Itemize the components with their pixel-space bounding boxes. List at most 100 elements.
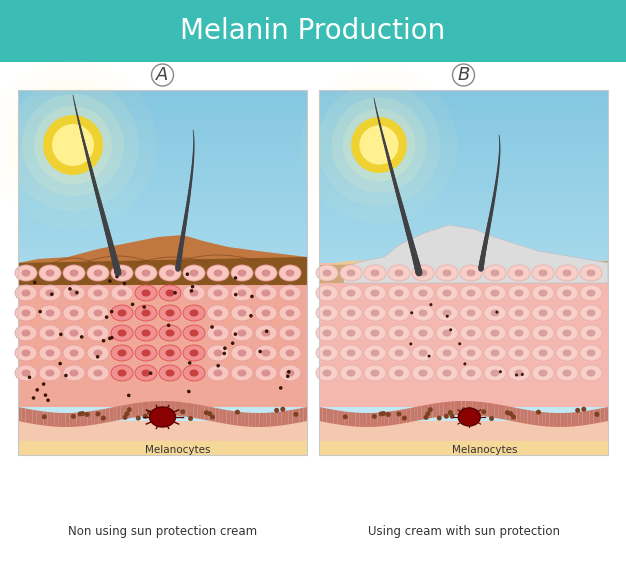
Ellipse shape [285,270,294,276]
Bar [319,230,608,236]
Bar [319,437,608,443]
Circle shape [42,382,46,386]
Polygon shape [212,407,215,422]
Bar [319,413,608,419]
Polygon shape [241,412,245,426]
Circle shape [351,117,407,173]
Circle shape [64,374,68,377]
Bar [18,279,307,285]
Ellipse shape [262,270,270,276]
Polygon shape [356,413,359,427]
Ellipse shape [466,329,476,337]
Polygon shape [538,412,542,426]
Bar [18,90,307,97]
Circle shape [233,276,237,280]
Ellipse shape [340,365,362,381]
Circle shape [536,410,541,414]
Ellipse shape [255,325,277,341]
Text: Non using sun protection cream: Non using sun protection cream [68,525,257,538]
Ellipse shape [15,285,37,301]
Polygon shape [66,413,69,427]
Polygon shape [175,401,179,416]
Ellipse shape [93,369,103,377]
Bar [319,120,608,127]
Bar [18,400,307,407]
Bar [18,205,307,212]
Circle shape [489,416,494,421]
Circle shape [180,409,185,414]
Polygon shape [352,412,356,427]
Ellipse shape [21,369,31,377]
Polygon shape [582,411,586,426]
Ellipse shape [135,285,157,301]
Circle shape [446,315,449,318]
Ellipse shape [111,365,133,381]
Polygon shape [300,408,304,422]
Bar [18,218,307,224]
Ellipse shape [460,345,482,361]
Ellipse shape [532,325,554,341]
Bar [18,297,307,303]
Polygon shape [270,412,274,427]
Ellipse shape [412,345,434,361]
Bar [319,108,608,115]
Polygon shape [58,413,62,427]
Bar [18,163,307,169]
Ellipse shape [443,310,451,316]
Ellipse shape [118,329,126,337]
Bar [319,303,608,310]
Polygon shape [319,255,608,283]
Ellipse shape [135,265,157,281]
Circle shape [249,314,253,318]
Circle shape [36,388,39,392]
Ellipse shape [255,345,277,361]
Ellipse shape [93,350,103,356]
Ellipse shape [118,289,126,297]
Bar [319,376,608,382]
Bar [18,441,307,455]
Polygon shape [84,412,88,426]
Ellipse shape [190,310,198,316]
Ellipse shape [580,285,602,301]
Bar [18,406,307,413]
Polygon shape [33,410,36,425]
Ellipse shape [340,325,362,341]
Ellipse shape [262,310,270,316]
Bar [319,205,608,212]
Ellipse shape [231,285,253,301]
Polygon shape [187,403,190,417]
Polygon shape [36,410,40,425]
Polygon shape [237,412,241,426]
Ellipse shape [538,329,548,337]
Bar [319,272,608,279]
Ellipse shape [255,285,277,301]
Ellipse shape [508,325,530,341]
Polygon shape [344,225,608,283]
Polygon shape [359,413,363,427]
Circle shape [28,376,31,379]
Polygon shape [62,413,66,427]
Circle shape [521,373,524,376]
Ellipse shape [460,285,482,301]
Circle shape [343,414,348,419]
Bar [18,339,307,346]
Ellipse shape [262,329,270,337]
Circle shape [279,386,282,390]
Bar [18,157,307,163]
Bar [18,145,307,151]
Bar [319,114,608,121]
Ellipse shape [443,329,451,337]
Bar [319,449,608,455]
Polygon shape [172,401,175,415]
Ellipse shape [388,345,410,361]
Circle shape [396,412,401,417]
Circle shape [127,407,132,412]
Bar [319,443,608,449]
Bar [319,441,608,455]
Circle shape [444,414,449,419]
Polygon shape [245,412,249,427]
Bar [319,157,608,163]
Circle shape [372,414,377,419]
Ellipse shape [21,310,31,316]
Bar [18,236,307,243]
